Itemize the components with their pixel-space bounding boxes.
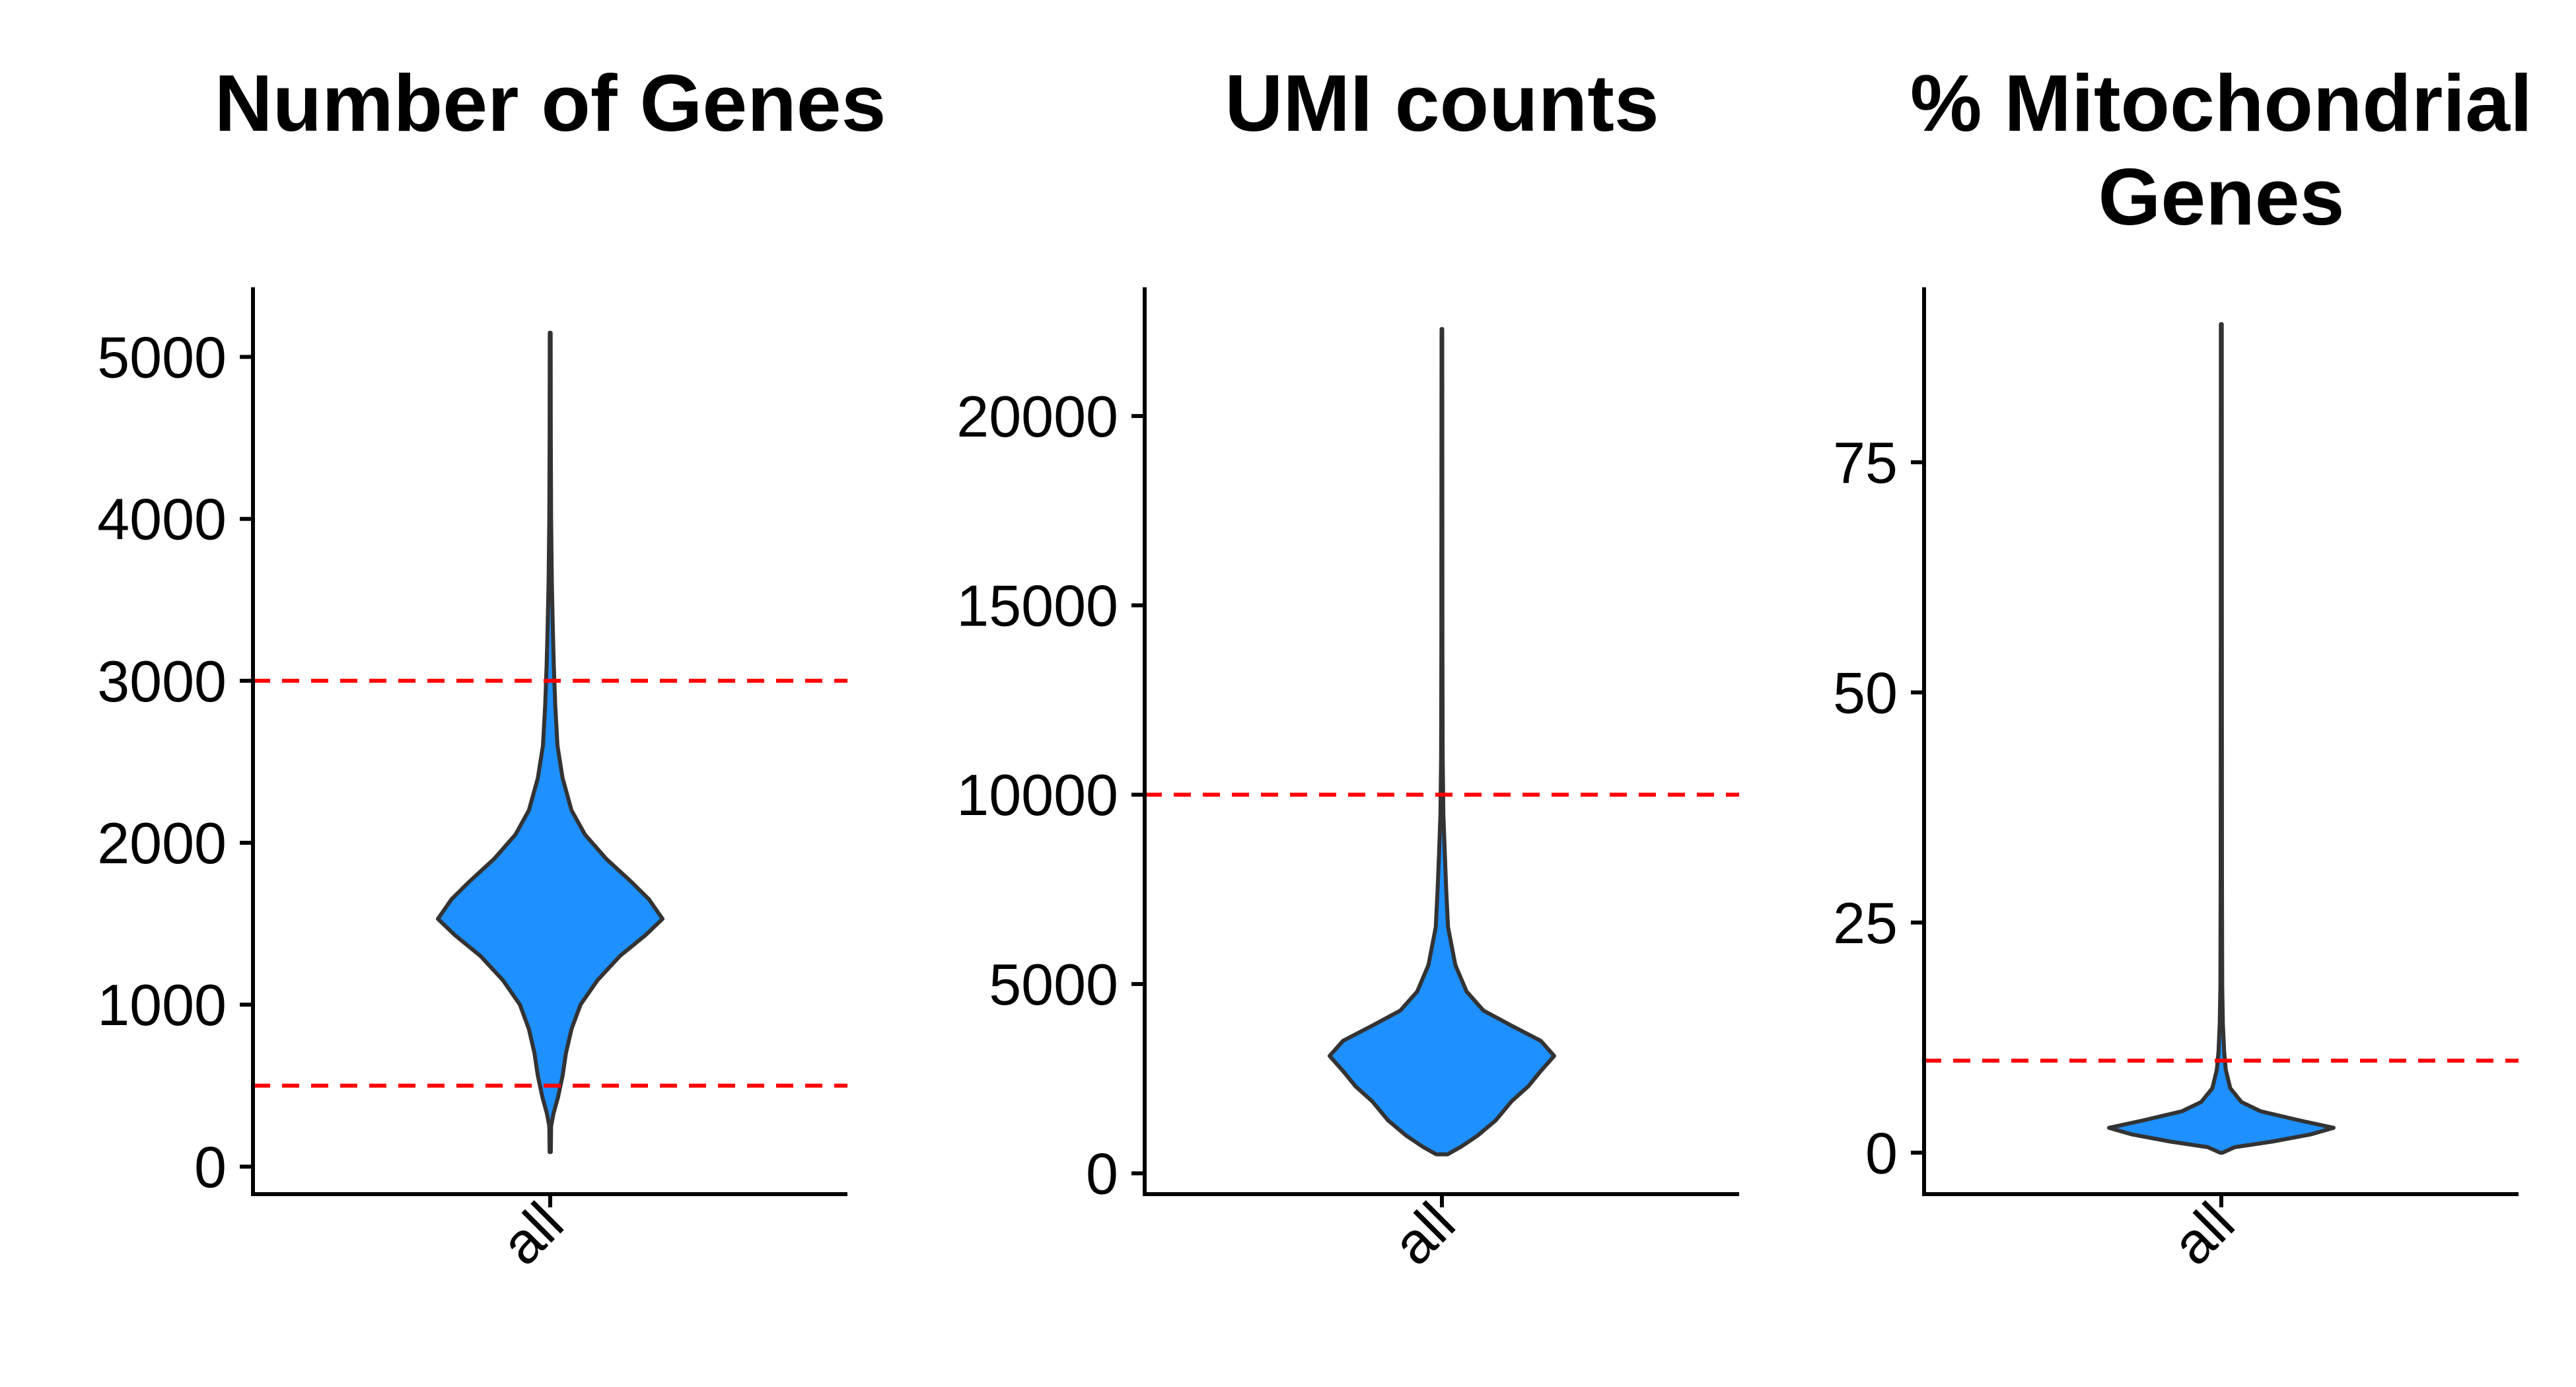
y-tick-label: 10000 bbox=[956, 762, 1118, 828]
y-tick-label: 0 bbox=[1086, 1141, 1118, 1206]
y-tick-label: 20000 bbox=[956, 384, 1118, 449]
chart-title-line: UMI counts bbox=[1225, 58, 1659, 148]
violin-shape bbox=[1328, 327, 1556, 1156]
y-tick-label: 0 bbox=[1865, 1120, 1898, 1186]
violin-shape bbox=[436, 330, 664, 1155]
y-tick-label: 25 bbox=[1833, 890, 1898, 956]
chart-title-line: % Mitochondrial bbox=[1910, 58, 2532, 148]
chart-title-line: Genes bbox=[2098, 152, 2345, 242]
y-tick-label: 2000 bbox=[97, 810, 227, 876]
y-tick-label: 5000 bbox=[989, 952, 1118, 1017]
y-tick-label: 0 bbox=[194, 1134, 227, 1199]
y-tick-label: 75 bbox=[1833, 430, 1898, 495]
y-tick-label: 1000 bbox=[97, 972, 227, 1038]
y-tick-label: 15000 bbox=[956, 573, 1118, 639]
chart-title-line: Number of Genes bbox=[215, 58, 886, 148]
y-tick-label: 50 bbox=[1833, 660, 1898, 725]
violin-shape bbox=[2107, 322, 2336, 1155]
y-tick-label: 5000 bbox=[97, 324, 227, 390]
y-tick-label: 4000 bbox=[97, 487, 227, 552]
y-tick-label: 3000 bbox=[97, 649, 227, 714]
